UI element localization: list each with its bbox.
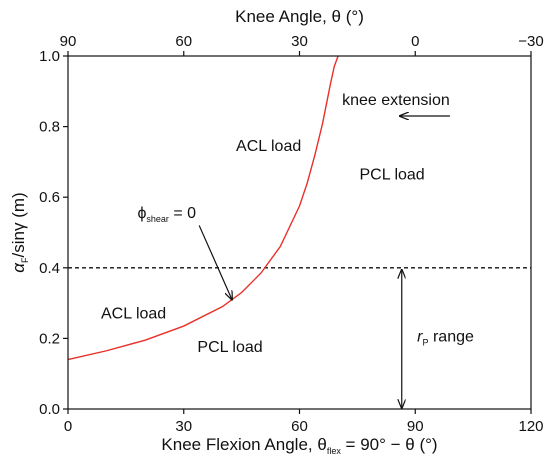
y-tick-label-0: 0.0 <box>39 401 60 418</box>
top-tick-label-0: 90 <box>60 33 77 50</box>
y-tick-label-5: 1.0 <box>39 48 60 65</box>
annotation-2: PCL load <box>359 166 424 183</box>
top-tick-label-4: −30 <box>518 33 543 50</box>
annotation-1: ACL load <box>236 138 301 155</box>
rp-range-label-part: r <box>417 329 423 346</box>
plot-area <box>67 55 531 408</box>
x-axis-title-part: = 90° − θ (°) <box>341 435 438 454</box>
annotation-0: knee extension <box>342 92 450 109</box>
rp-range-label-part: P <box>423 338 429 348</box>
plot-frame <box>67 55 532 410</box>
y-tick-label-1: 0.2 <box>39 330 60 347</box>
y-axis-title-part: α <box>9 262 28 273</box>
y-axis-title: αF/sinγ (m) <box>9 192 30 272</box>
phi-shear-label-part: = 0 <box>169 205 196 222</box>
phi-shear-label-part: ϕ <box>137 205 146 222</box>
labels: Knee Angle, θ (°) Knee Flexion Angle, θfl… <box>9 7 474 456</box>
y-tick-label-2: 0.4 <box>39 260 60 277</box>
annotation-4: PCL load <box>197 339 262 356</box>
y-axis-title-part: /sinγ (m) <box>9 192 28 257</box>
x-axis-title: Knee Flexion Angle, θflex = 90° − θ (°) <box>161 435 437 456</box>
y-tick-label-4: 0.8 <box>39 119 60 136</box>
x-axis-title-part: flex <box>327 446 342 456</box>
top-tick-label-2: 30 <box>291 33 308 50</box>
phi-shear-label: ϕshear = 0 <box>137 205 196 224</box>
x-tick-label-0: 0 <box>64 418 72 435</box>
x-tick-label-120: 120 <box>518 418 543 435</box>
phi-shear-label-part: shear <box>146 214 169 224</box>
y-tick-label-3: 0.6 <box>39 189 60 206</box>
top-tick-label-3: 0 <box>411 33 419 50</box>
phi-shear-arrow <box>198 225 232 299</box>
top-axis-title: Knee Angle, θ (°) <box>235 7 364 26</box>
x-axis-title-part: Knee Flexion Angle, θ <box>161 435 326 454</box>
y-axis-title-part: F <box>20 257 30 263</box>
rp-range-label-part: range <box>429 329 474 346</box>
x-tick-label-90: 90 <box>407 418 424 435</box>
rp-range-label: rP range <box>417 329 474 348</box>
annotation-3: ACL load <box>101 306 166 323</box>
x-tick-label-30: 30 <box>175 418 192 435</box>
top-tick-label-1: 60 <box>175 33 192 50</box>
x-tick-label-60: 60 <box>291 418 308 435</box>
axes: 0 30 60 90 120 90 60 30 0 −30 0.0 0.2 0.4 0.6 0.8 1.0 <box>39 33 544 435</box>
series-line-0 <box>67 55 339 361</box>
